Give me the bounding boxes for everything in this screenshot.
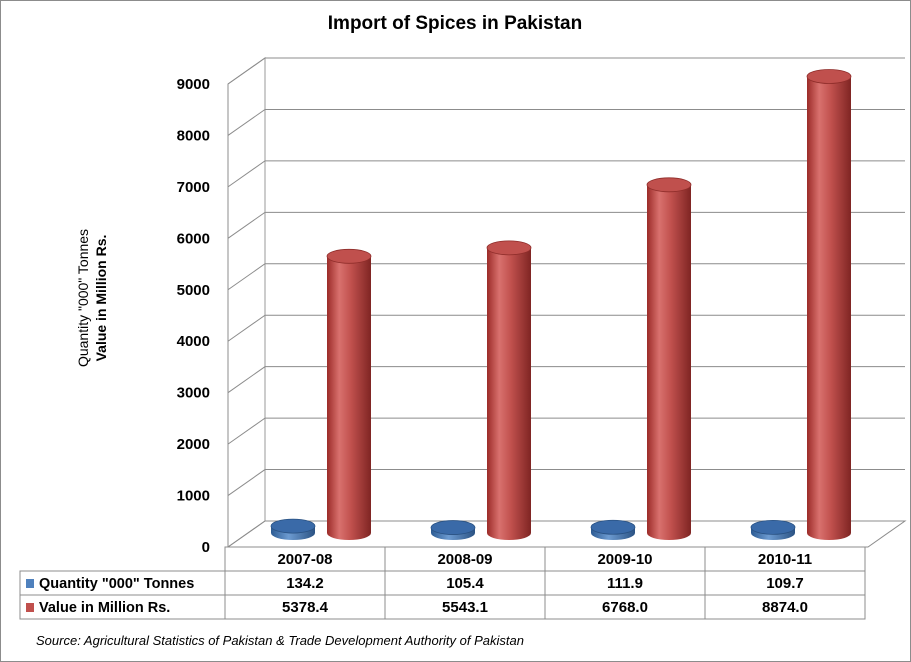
bar-top: [326, 248, 372, 264]
bar-value: [646, 177, 692, 540]
y-tick-label: 5000: [177, 282, 210, 299]
data-label: 8874.0: [762, 599, 808, 616]
x-tick-label: 2008-09: [437, 551, 492, 568]
bar-body: [487, 247, 531, 540]
table-cell: [704, 594, 866, 620]
legend-entry: Quantity "000" Tonnes: [39, 576, 194, 592]
gridline: [227, 417, 905, 445]
gridline: [227, 108, 905, 136]
bar-top: [806, 69, 852, 84]
bar-quantity: [270, 518, 316, 540]
y-tick-label: 2000: [177, 436, 210, 453]
gridline: [227, 366, 905, 394]
x-tick-label: 2010-11: [758, 551, 812, 568]
data-label: 105.4: [446, 575, 484, 592]
y-tick-label: 0: [202, 539, 210, 556]
y-axis-label-line1: Quantity "000" Tonnes: [75, 229, 91, 367]
x-tick-label: 2009-10: [597, 551, 652, 568]
data-label: 5543.1: [442, 599, 488, 616]
gridline: [227, 263, 905, 291]
y-tick-label: 1000: [177, 488, 210, 505]
y-tick-label: 6000: [177, 230, 210, 247]
y-axis-label-line2: Value in Million Rs.: [93, 235, 109, 362]
data-label: 109.7: [766, 575, 804, 592]
gridline: [227, 520, 905, 548]
bar-top: [486, 240, 532, 256]
bar-quantity: [430, 520, 476, 540]
bar-top: [590, 519, 636, 535]
bar-top: [646, 177, 692, 193]
gridline: [227, 314, 905, 342]
gridline: [227, 469, 905, 496]
data-label: 6768.0: [602, 599, 648, 616]
bar-value: [326, 248, 372, 540]
bar-body: [327, 256, 371, 540]
legend-entry: Value in Million Rs.: [39, 600, 170, 616]
x-tick-label: 2007-08: [277, 551, 332, 568]
back-wall: [265, 58, 905, 521]
bar-top: [430, 520, 476, 535]
bar-quantity: [750, 519, 796, 540]
legend-swatch: [26, 579, 34, 588]
y-tick-label: 8000: [177, 127, 210, 144]
gridline: [227, 57, 905, 85]
bar-top: [270, 518, 316, 534]
data-label: 111.9: [607, 575, 643, 592]
bar-body: [807, 76, 851, 541]
y-tick-label: 3000: [177, 385, 210, 402]
source-note: Source: Agricultural Statistics of Pakis…: [36, 633, 524, 648]
data-label: 134.2: [286, 575, 324, 592]
bar-quantity: [590, 519, 636, 540]
y-tick-label: 4000: [177, 333, 210, 350]
bar-value: [806, 69, 852, 541]
data-label: 5378.4: [282, 599, 329, 616]
chart-title: Import of Spices in Pakistan: [328, 13, 582, 34]
y-tick-label: 7000: [177, 179, 210, 196]
gridline: [227, 160, 905, 188]
bar-body: [647, 184, 691, 540]
y-tick-label: 9000: [177, 76, 210, 93]
bar-top: [750, 519, 796, 535]
bar-value: [486, 240, 532, 540]
gridline: [227, 211, 905, 239]
legend-swatch: [26, 603, 34, 612]
